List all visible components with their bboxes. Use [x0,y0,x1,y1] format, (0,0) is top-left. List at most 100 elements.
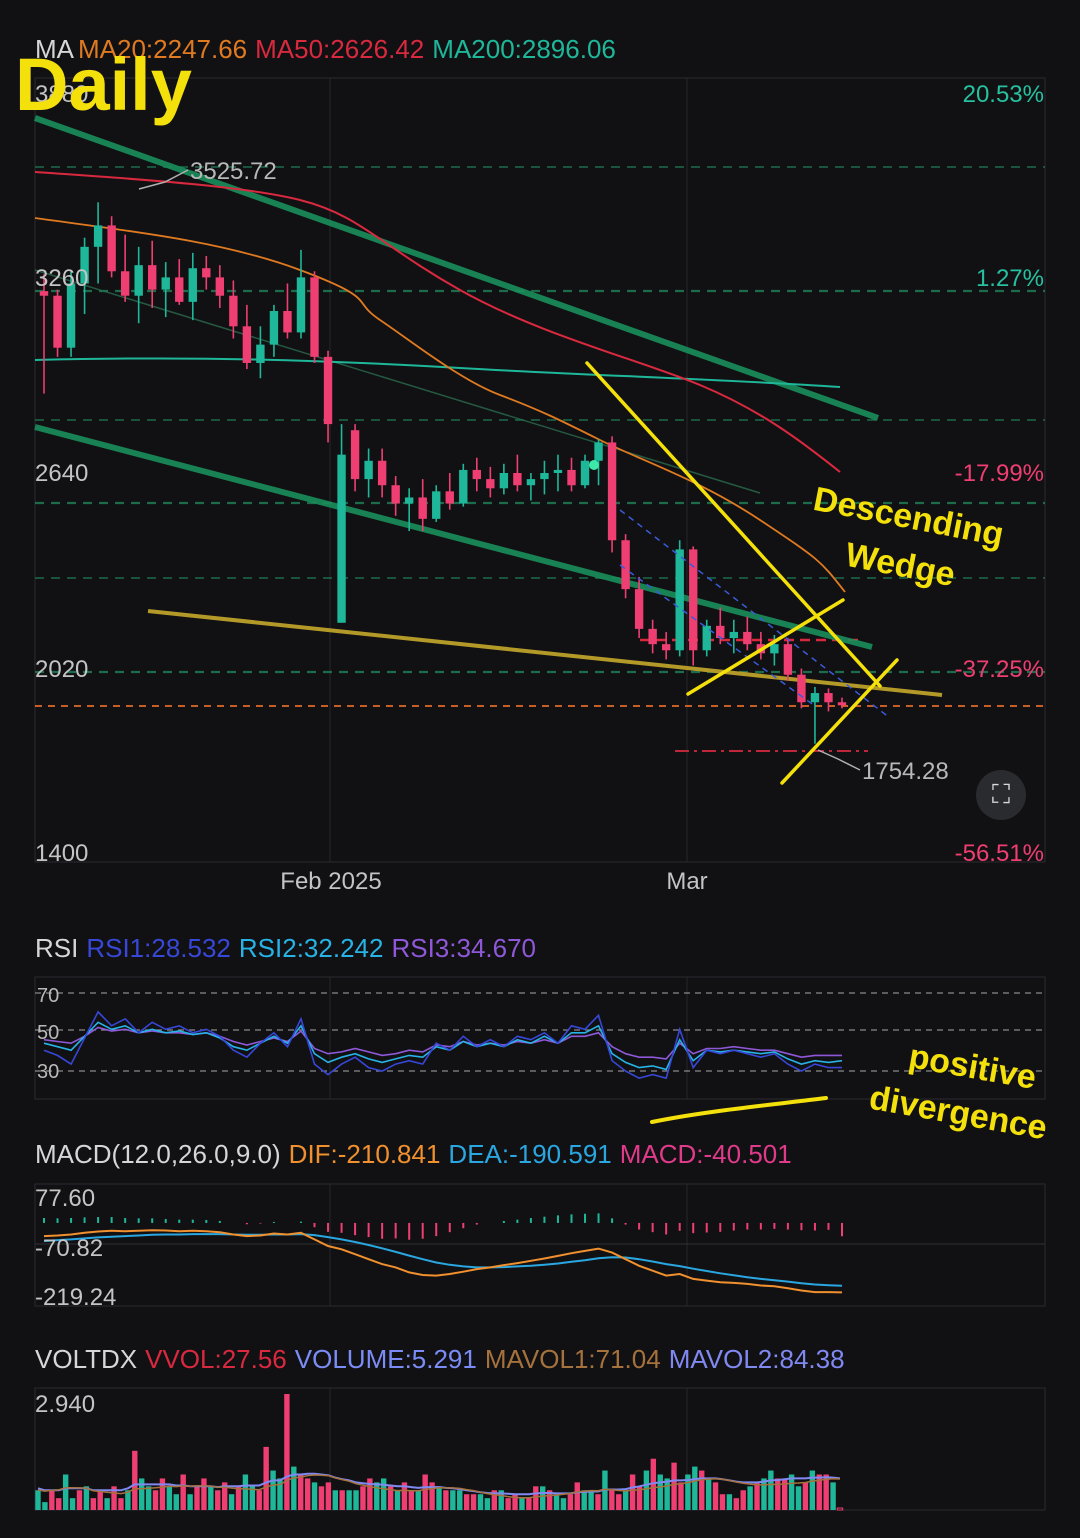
mavol1-line [37,1474,841,1499]
volume-bar [318,1486,325,1510]
ma200-line [34,357,841,388]
candle-body [377,460,387,486]
wedge-annotation-line [780,658,899,785]
volume-bar [484,1498,491,1510]
volume-bar [816,1474,822,1510]
volume-bar [567,1494,574,1510]
volume-bar [139,1478,145,1510]
volume-bar [429,1482,435,1510]
volume-header: VOLTDX VVOL:27.56 VOLUME:5.291 MAVOL1:71.04… [35,1344,845,1374]
pct-tick-label: 20.53% [963,81,1044,108]
volume-bar [311,1482,318,1510]
volume-bar [470,1494,477,1510]
candle-body [39,291,49,296]
price-tick-label: 3260 [35,265,88,292]
dif-line [43,1229,843,1294]
volume-bar [526,1498,532,1510]
volume-bar [795,1486,802,1510]
volume-bar [457,1490,463,1510]
volume-bar [560,1498,567,1510]
dea-value: DEA:-190.591 [448,1139,611,1169]
volume-bar [408,1490,415,1510]
volume-bar [304,1478,311,1510]
macd-histogram [43,1213,843,1240]
volume-bar [159,1478,166,1510]
volume-bar [270,1470,276,1510]
volume-bar [754,1482,760,1510]
candle-body [418,497,427,519]
macd-panel: MACD(12.0,26.0,9.0) DIF:-210.841 DEA:-190.… [34,1139,1046,1311]
volume-bar [83,1486,90,1510]
channel-mid-line [34,269,761,494]
volume-bar [69,1498,76,1510]
candle-body [486,479,495,489]
volume-bar [726,1494,733,1510]
volume-bar [546,1490,553,1510]
candle-body [269,311,279,345]
channel-lower-line [34,424,873,650]
volume-bar [781,1478,788,1510]
volume-bar [540,1486,546,1510]
volume-bar [152,1490,159,1510]
volume-bar [498,1490,504,1510]
candle-body [580,460,590,486]
volume-bar [215,1490,221,1510]
macd-header: MACD(12.0,26.0,9.0) DIF:-210.841 DEA:-190.… [35,1139,792,1169]
moving-average-lines [34,171,846,593]
macd-tick-label: -70.82 [35,1235,103,1262]
volume-bar [788,1474,795,1510]
candle-body [432,491,441,519]
x-tick-label: Feb 2025 [280,868,381,895]
candle-body [161,277,170,290]
volume-panel: VOLTDX VVOL:27.56 VOLUME:5.291 MAVOL1:71.04… [34,1344,1046,1511]
volume-bar [574,1482,580,1510]
volume-bar [256,1490,262,1510]
candle-body [445,491,454,504]
volume-bar [643,1470,650,1510]
candle-body [80,246,89,284]
ma-header: MA MA20:2247.66 MA50:2626.42 MA200:2896.06 [35,34,616,64]
volume-bar [477,1494,484,1510]
price-tick-label: 2640 [35,460,88,487]
macd-lines [43,1229,843,1294]
volume-bar [809,1470,816,1510]
candle-body [337,454,346,623]
volume-bar [298,1474,304,1510]
volume-bar [636,1486,643,1510]
pct-tick-label: -56.51% [955,840,1044,867]
volume-bar [374,1482,380,1510]
volume-bar [367,1478,373,1510]
expand-chart-button[interactable]: ⛶ [976,770,1026,820]
volume-bar [629,1474,636,1510]
x-tick-label: Mar [666,868,707,895]
candle-body [202,268,211,278]
volume-bar [263,1446,269,1510]
volume-bar [249,1486,256,1510]
price-gridlines [35,166,1045,752]
volume-bar [685,1474,691,1510]
candle-body [526,479,536,486]
volume-bar [346,1490,352,1510]
wedge-annotation-line [686,598,845,696]
candle-body [283,311,292,333]
candle-body [350,430,360,480]
volume-bar [62,1474,69,1510]
volume-bar [519,1498,525,1510]
volume-bar [104,1498,110,1510]
ma-header-label: MA [35,34,75,64]
pct-tick-label: -37.25% [955,656,1044,683]
volume-bar [166,1486,173,1510]
candle-body [256,344,265,363]
volume-bar [505,1498,511,1510]
candle-body [783,644,793,675]
support-trendline [147,609,943,697]
candle-body [837,702,847,706]
candle-body [810,693,820,703]
candle-body [472,469,482,480]
candle-body [675,549,684,651]
inner-channel-line [619,509,891,719]
candle-body [661,644,671,651]
trend-overlays [33,115,943,697]
candle-body [404,497,414,504]
volume-bar [692,1466,698,1510]
